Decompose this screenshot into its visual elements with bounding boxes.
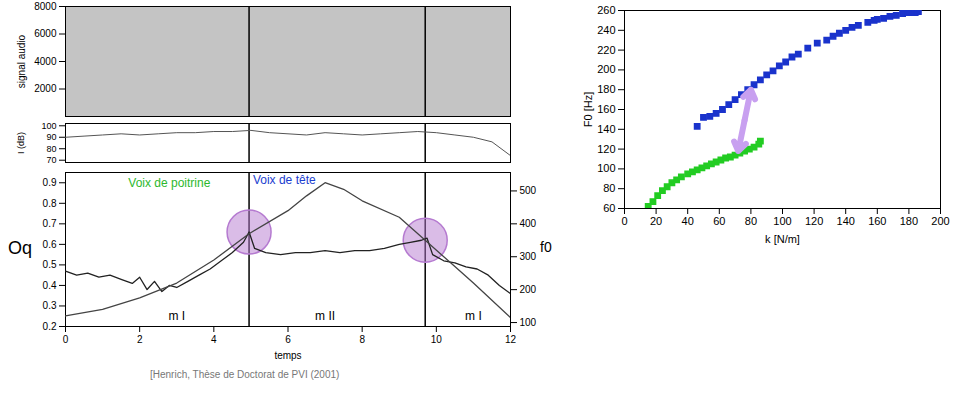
svg-text:120: 120	[597, 143, 615, 155]
svg-text:90: 90	[46, 132, 56, 142]
svg-text:F0 [Hz]: F0 [Hz]	[582, 92, 594, 127]
svg-text:200: 200	[597, 63, 615, 75]
svg-text:80: 80	[46, 144, 56, 154]
svg-text:12: 12	[505, 334, 517, 345]
svg-text:160: 160	[597, 103, 615, 115]
svg-text:4000: 4000	[34, 56, 57, 67]
svg-text:120: 120	[805, 215, 823, 227]
svg-text:100: 100	[773, 215, 791, 227]
svg-text:60: 60	[603, 202, 615, 214]
svg-text:2: 2	[137, 334, 143, 345]
html-text:f0: f0	[540, 239, 552, 255]
svg-text:0: 0	[63, 334, 69, 345]
svg-text:4: 4	[211, 334, 217, 345]
svg-text:100: 100	[41, 121, 56, 131]
svg-text:0.7: 0.7	[43, 218, 57, 229]
svg-text:260: 260	[597, 4, 615, 16]
svg-text:m I: m I	[465, 309, 482, 323]
svg-text:140: 140	[597, 123, 615, 135]
svg-text:8: 8	[359, 334, 365, 345]
svg-text:400: 400	[520, 218, 537, 229]
svg-text:180: 180	[900, 215, 918, 227]
svg-text:160: 160	[868, 215, 886, 227]
svg-text:6: 6	[285, 334, 291, 345]
svg-text:220: 220	[597, 44, 615, 56]
svg-text:temps: temps	[274, 350, 301, 361]
svg-text:180: 180	[597, 83, 615, 95]
svg-text:10: 10	[431, 334, 443, 345]
svg-text:80: 80	[745, 215, 757, 227]
svg-text:100: 100	[520, 317, 537, 328]
svg-text:k [N/m]: k [N/m]	[765, 233, 800, 245]
svg-text:300: 300	[520, 251, 537, 262]
svg-text:0.2: 0.2	[43, 321, 57, 332]
svg-text:70: 70	[46, 155, 56, 165]
svg-text:8000: 8000	[34, 1, 57, 12]
svg-text:0.5: 0.5	[43, 259, 57, 270]
svg-text:0.3: 0.3	[43, 300, 57, 311]
svg-text:2000: 2000	[34, 83, 57, 94]
svg-text:240: 240	[597, 24, 615, 36]
svg-text:0.4: 0.4	[43, 280, 57, 291]
html-text:[Henrich, Thèse de Doctorat de: [Henrich, Thèse de Doctorat de PVI (2001…	[150, 369, 340, 380]
svg-text:140: 140	[837, 215, 855, 227]
svg-text:Voix de poitrine: Voix de poitrine	[128, 176, 210, 190]
svg-text:m I: m I	[168, 309, 185, 323]
svg-text:500: 500	[520, 185, 537, 196]
svg-text:200: 200	[931, 215, 949, 227]
svg-text:m II: m II	[315, 309, 335, 323]
svg-text:0: 0	[621, 215, 627, 227]
svg-text:100: 100	[597, 162, 615, 174]
svg-text:I (dB): I (dB)	[16, 132, 26, 154]
svg-text:signal audio: signal audio	[16, 34, 27, 88]
svg-text:Voix de tête: Voix de tête	[253, 173, 316, 187]
svg-text:60: 60	[713, 215, 725, 227]
svg-text:40: 40	[682, 215, 694, 227]
svg-text:20: 20	[650, 215, 662, 227]
svg-text:6000: 6000	[34, 28, 57, 39]
svg-text:200: 200	[520, 284, 537, 295]
html-text:Oq: Oq	[8, 238, 32, 258]
svg-text:0.6: 0.6	[43, 239, 57, 250]
svg-text:0.9: 0.9	[43, 177, 57, 188]
svg-text:80: 80	[603, 182, 615, 194]
svg-text:0.8: 0.8	[43, 198, 57, 209]
